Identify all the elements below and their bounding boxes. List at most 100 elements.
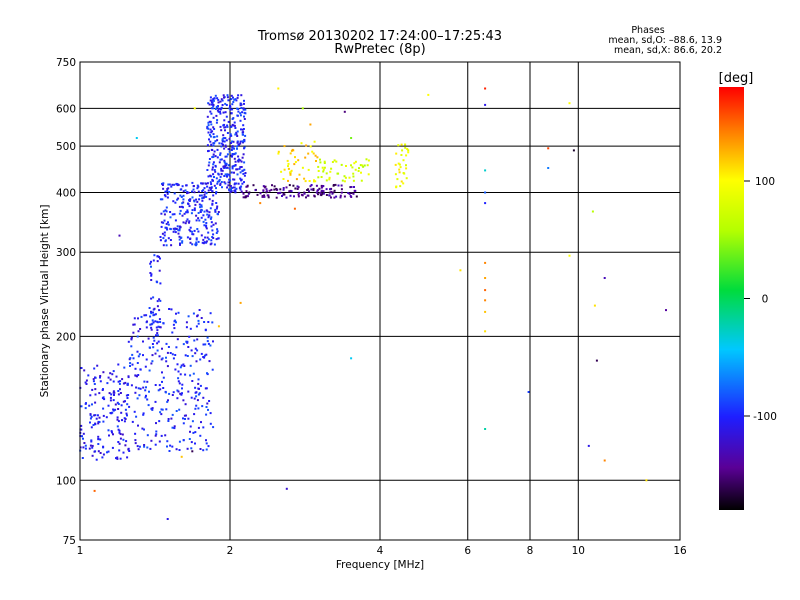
- data-point: [188, 221, 190, 224]
- data-point: [134, 374, 137, 377]
- data-point: [151, 319, 154, 322]
- data-point: [179, 373, 182, 376]
- data-point: [131, 353, 134, 356]
- data-point: [212, 104, 215, 106]
- data-point: [239, 140, 242, 143]
- data-point: [294, 187, 297, 190]
- data-point: [219, 110, 221, 113]
- data-point: [130, 337, 133, 340]
- data-point: [337, 172, 340, 175]
- data-point: [207, 238, 210, 241]
- data-point: [406, 148, 409, 150]
- data-point: [211, 178, 214, 181]
- data-point: [263, 186, 266, 189]
- data-point: [357, 170, 360, 172]
- data-point: [216, 109, 219, 112]
- data-point: [187, 346, 190, 348]
- data-point: [243, 118, 246, 120]
- data-point: [117, 363, 120, 366]
- data-point: [189, 226, 192, 229]
- data-point: [135, 137, 138, 139]
- x-tick-label: 16: [673, 545, 687, 557]
- data-point: [136, 397, 139, 400]
- data-point: [112, 370, 115, 373]
- data-point: [123, 420, 126, 423]
- data-point: [223, 166, 226, 169]
- data-point: [166, 228, 169, 231]
- data-point: [306, 189, 309, 191]
- data-point: [155, 422, 157, 425]
- data-point: [174, 227, 177, 230]
- data-point: [166, 190, 169, 192]
- data-point: [123, 366, 126, 369]
- data-point: [195, 241, 198, 244]
- data-point: [146, 434, 149, 437]
- data-point: [234, 127, 237, 129]
- data-point: [361, 164, 364, 167]
- data-point: [88, 447, 91, 450]
- data-point: [206, 185, 209, 188]
- data-point: [85, 379, 88, 382]
- data-point: [339, 196, 342, 199]
- data-point: [350, 186, 353, 188]
- data-point: [186, 236, 189, 239]
- data-point: [237, 182, 240, 185]
- data-point: [95, 417, 98, 420]
- data-point: [229, 191, 232, 193]
- data-point: [298, 173, 301, 176]
- data-point: [353, 186, 355, 188]
- data-point: [241, 169, 244, 172]
- data-point: [150, 297, 153, 300]
- data-point: [313, 179, 315, 182]
- data-point: [396, 178, 399, 181]
- data-point: [207, 216, 210, 219]
- data-point: [358, 167, 360, 170]
- data-point: [123, 417, 126, 420]
- data-point: [200, 421, 202, 424]
- data-point: [190, 396, 193, 399]
- data-point: [196, 314, 199, 317]
- data-point: [150, 328, 153, 331]
- data-point: [109, 399, 112, 402]
- data-point: [172, 357, 175, 360]
- data-point: [134, 439, 137, 442]
- data-point: [184, 403, 187, 406]
- data-point: [303, 191, 306, 194]
- data-point: [160, 408, 163, 411]
- data-point: [221, 104, 224, 106]
- data-point: [185, 340, 188, 343]
- x-axis-label: Frequency [MHz]: [336, 559, 424, 571]
- data-point: [127, 394, 130, 396]
- data-point: [153, 254, 156, 257]
- data-point: [199, 358, 202, 361]
- data-point: [193, 229, 196, 232]
- data-point: [217, 172, 220, 175]
- data-point: [117, 380, 120, 383]
- data-point: [150, 274, 153, 277]
- data-point: [343, 175, 346, 178]
- data-point: [84, 444, 87, 447]
- data-point: [189, 364, 192, 367]
- data-point: [196, 200, 199, 203]
- data-point: [159, 411, 162, 414]
- data-point: [282, 187, 285, 189]
- data-point: [229, 108, 232, 111]
- data-point: [321, 189, 323, 192]
- data-point: [175, 321, 177, 324]
- data-point: [289, 172, 292, 175]
- data-point: [222, 137, 225, 140]
- data-point: [110, 393, 113, 396]
- data-point: [192, 188, 195, 191]
- data-point: [219, 112, 222, 115]
- data-point: [307, 152, 310, 155]
- data-point: [312, 152, 315, 155]
- data-point: [179, 366, 182, 369]
- data-point: [174, 354, 177, 356]
- data-point: [219, 175, 222, 178]
- data-point: [211, 229, 214, 232]
- data-point: [113, 394, 115, 396]
- data-point: [237, 108, 240, 110]
- data-point: [179, 392, 182, 395]
- data-point: [118, 382, 121, 385]
- data-point: [215, 202, 218, 204]
